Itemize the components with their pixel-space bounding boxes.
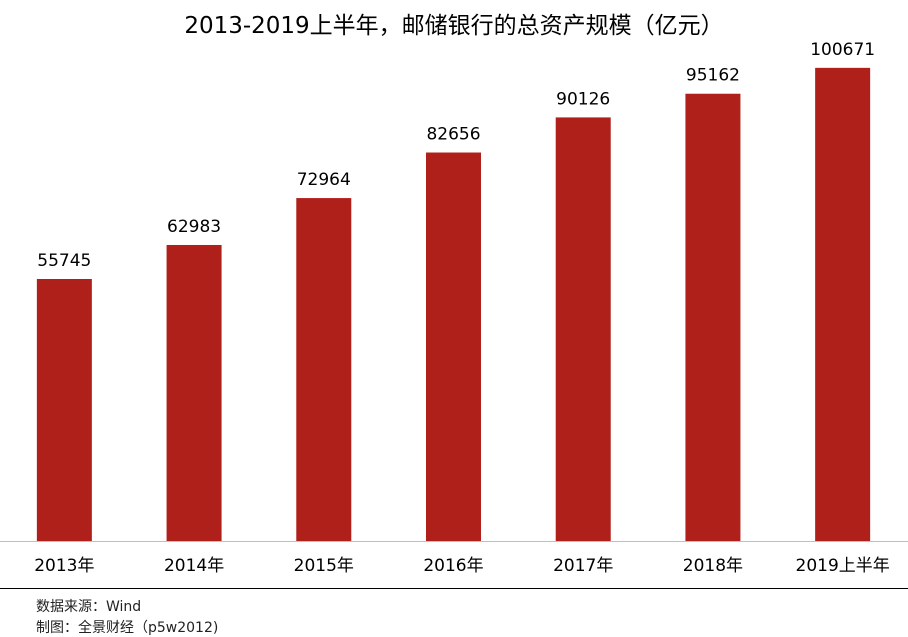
x-tick-label: 2014年 — [164, 556, 224, 576]
x-tick-label: 2017年 — [553, 556, 613, 576]
x-tick-label: 2013年 — [34, 556, 94, 576]
x-tick-label: 2016年 — [423, 556, 483, 576]
bar — [426, 152, 481, 542]
data-label: 90126 — [556, 89, 610, 109]
bar — [296, 198, 352, 541]
x-tick-label: 2019上半年 — [796, 556, 890, 576]
bar — [555, 117, 611, 541]
bar — [166, 244, 222, 541]
x-tick-label: 2018年 — [683, 556, 743, 576]
data-label: 72964 — [297, 170, 351, 190]
bar — [36, 278, 92, 541]
bar — [685, 93, 741, 542]
data-label: 100671 — [810, 40, 875, 60]
x-tick-label: 2015年 — [294, 556, 354, 576]
data-label: 95162 — [686, 66, 740, 86]
data-label: 55745 — [37, 251, 91, 271]
chart-title: 2013-2019上半年，邮储银行的总资产规模（亿元） — [184, 13, 724, 39]
data-label: 62983 — [167, 217, 221, 237]
made-by-note: 制图：全景财经（p5w2012) — [36, 620, 219, 636]
data-label: 82656 — [426, 125, 480, 145]
bar — [815, 67, 871, 541]
source-note: 数据来源：Wind — [36, 599, 142, 615]
